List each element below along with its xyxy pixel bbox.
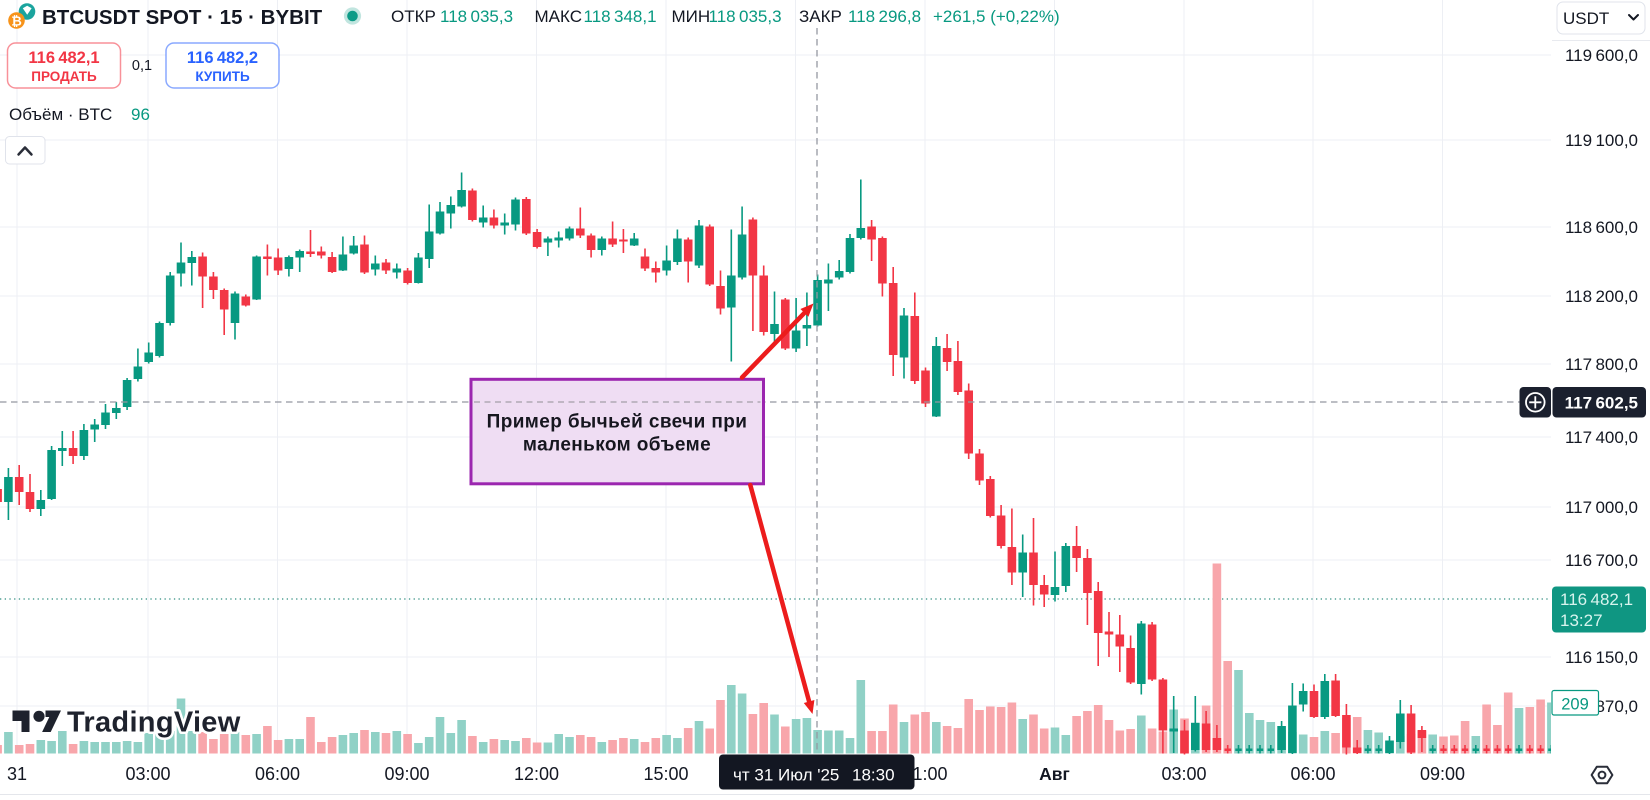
svg-text:96: 96 (131, 105, 150, 124)
svg-text:118 348,1: 118 348,1 (584, 7, 657, 26)
svg-text:12:00: 12:00 (514, 764, 559, 784)
svg-text:Объём · BTC: Объём · BTC (9, 105, 112, 124)
svg-text:ПРОДАТЬ: ПРОДАТЬ (31, 69, 97, 84)
svg-text:ОТКР: ОТКР (391, 7, 436, 26)
svg-text:116 482,1: 116 482,1 (28, 49, 99, 67)
svg-text:USDT: USDT (1563, 9, 1609, 28)
svg-text:КУПИТЬ: КУПИТЬ (195, 69, 250, 84)
svg-text:116 150,0: 116 150,0 (1565, 648, 1638, 667)
svg-text:119 600,0: 119 600,0 (1565, 46, 1638, 65)
svg-text:117 800,0: 117 800,0 (1565, 355, 1638, 374)
svg-text:маленьком объеме: маленьком объеме (523, 435, 711, 456)
svg-text:209: 209 (1561, 696, 1589, 714)
svg-text:117 000,0: 117 000,0 (1565, 498, 1638, 517)
svg-text:чт 31 Июл '25: чт 31 Июл '25 (733, 766, 839, 785)
svg-text:06:00: 06:00 (1290, 764, 1335, 784)
svg-text:06:00: 06:00 (255, 764, 300, 784)
svg-text:09:00: 09:00 (384, 764, 429, 784)
svg-text:0,1: 0,1 (132, 58, 152, 74)
svg-text:МИН: МИН (672, 7, 711, 26)
svg-text:18:30: 18:30 (852, 766, 895, 785)
svg-text:03:00: 03:00 (1161, 764, 1206, 784)
svg-text:116 482,1: 116 482,1 (1560, 590, 1633, 609)
svg-text:Пример бычьей свечи при: Пример бычьей свечи при (487, 412, 748, 433)
svg-text:TradingView: TradingView (67, 707, 241, 739)
svg-text:09:00: 09:00 (1420, 764, 1465, 784)
svg-text:BTCUSDT SPOT · 15 · BYBIT: BTCUSDT SPOT · 15 · BYBIT (42, 6, 323, 29)
svg-text:116 700,0: 116 700,0 (1565, 551, 1638, 570)
svg-text:118 600,0: 118 600,0 (1565, 218, 1638, 237)
svg-text:15:00: 15:00 (643, 764, 688, 784)
svg-text:118 035,3: 118 035,3 (709, 7, 782, 26)
svg-text:₿: ₿ (11, 14, 22, 29)
svg-text:116 482,2: 116 482,2 (187, 49, 258, 67)
svg-text:МАКС: МАКС (535, 7, 583, 26)
svg-text:119 100,0: 119 100,0 (1565, 131, 1638, 150)
svg-text:Авг: Авг (1039, 764, 1070, 784)
svg-text:ЗАКР: ЗАКР (799, 7, 842, 26)
svg-text:118 200,0: 118 200,0 (1565, 287, 1638, 306)
svg-text:117 400,0: 117 400,0 (1565, 428, 1638, 447)
svg-text:03:00: 03:00 (125, 764, 170, 784)
svg-text:118 035,3: 118 035,3 (440, 7, 513, 26)
svg-text:31: 31 (7, 764, 27, 784)
svg-text:+261,5 (+0,22%): +261,5 (+0,22%) (933, 7, 1060, 26)
svg-text:118 296,8: 118 296,8 (848, 7, 921, 26)
svg-text:13:27: 13:27 (1560, 611, 1603, 630)
svg-text:117 602,5: 117 602,5 (1565, 394, 1638, 413)
